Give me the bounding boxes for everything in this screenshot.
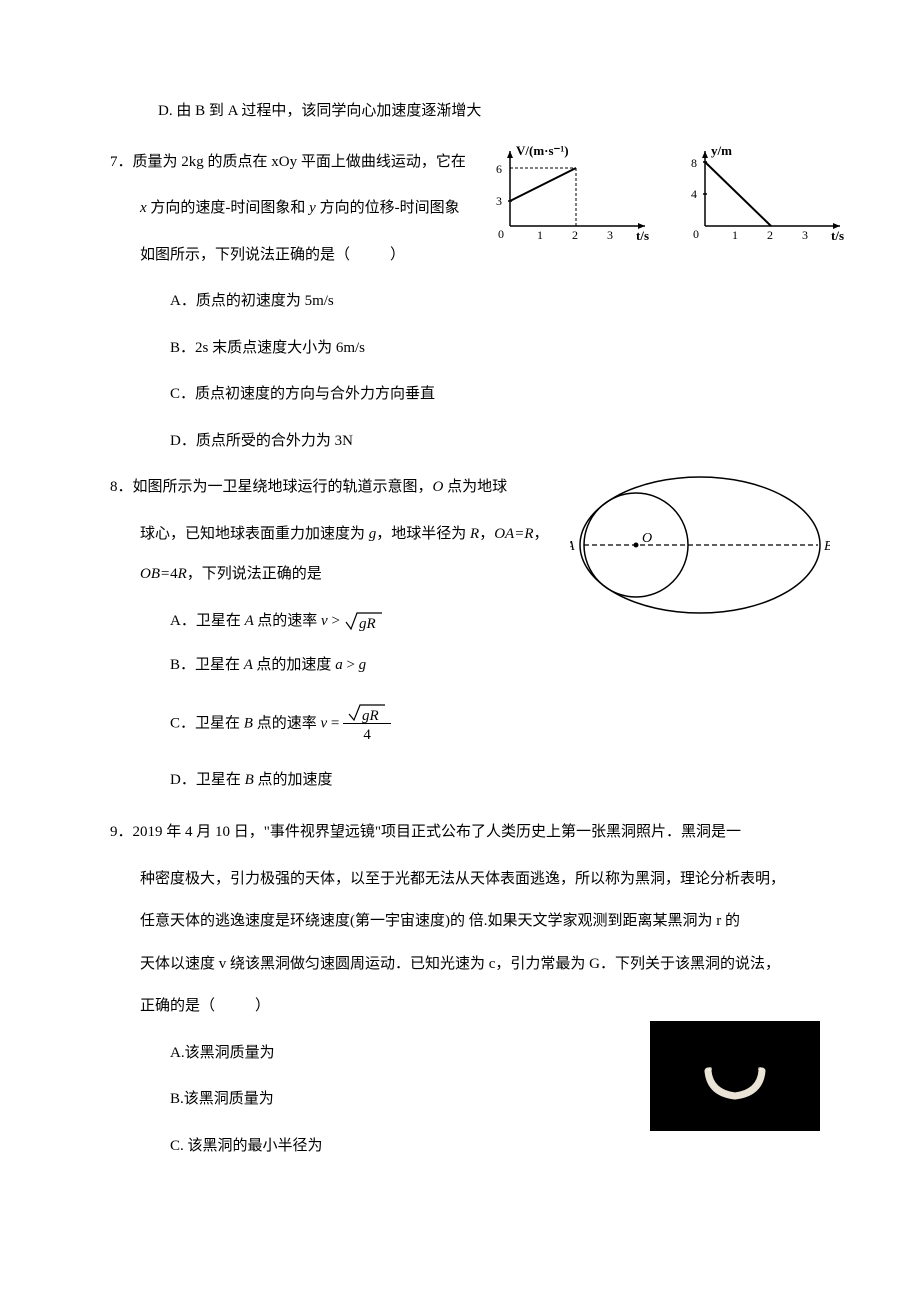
svg-text:t/s: t/s (831, 228, 844, 243)
text: R (178, 566, 187, 582)
svg-text:2: 2 (767, 228, 773, 242)
text: 正确的是（ (140, 998, 215, 1014)
text: R (470, 526, 479, 542)
text: g (359, 657, 367, 673)
q7-option-b: B．2s 末质点速度大小为 6m/s (170, 337, 830, 360)
q7-option-c: C．质点初速度的方向与合外力方向垂直 (170, 383, 830, 406)
text: 球心，已知地球表面重力加速度为 (140, 526, 369, 542)
q8-stem-3: OB=4R，下列说法正确的是 (140, 563, 590, 586)
text: 点的速率 (257, 715, 321, 731)
text: > (331, 613, 343, 629)
q7-graph-v-t: V/(m·s⁻¹) t/s 3 6 0 1 2 3 (490, 141, 655, 246)
svg-text:3: 3 (496, 194, 502, 208)
svg-text:2: 2 (572, 228, 578, 242)
text: 点的加速度 (258, 772, 333, 788)
svg-text:O: O (642, 531, 652, 546)
q8-option-d: D．卫星在 B 点的加速度 (170, 769, 830, 792)
option-text: D. 由 B 到 A 过程中，该同学向心加速度逐渐增大 (158, 103, 481, 119)
q7-stem-3: 如图所示，下列说法正确的是（ ） (140, 244, 530, 267)
text: ， (534, 526, 549, 542)
text: ，下列说法正确的是 (187, 566, 322, 582)
q9-stem-5: 正确的是（ ） (140, 995, 830, 1018)
svg-text:6: 6 (496, 162, 502, 176)
svg-text:0: 0 (498, 227, 504, 241)
svg-text:t/s: t/s (636, 228, 649, 243)
q6-option-d: D. 由 B 到 A 过程中，该同学向心加速度逐渐增大 (158, 100, 830, 123)
text: ） (255, 998, 270, 1014)
question-9: 9．2019 年 4 月 10 日，"事件视界望远镜"项目正式公布了人类历史上第… (110, 821, 830, 1157)
q9-stem-3: 任意天体的逃逸速度是环绕速度(第一宇宙速度)的 倍.如果天文学家观测到距离某黑洞… (140, 910, 830, 933)
svg-text:y/m: y/m (711, 143, 732, 158)
q7-graph-y-t: y/m t/s 4 8 0 1 2 3 (685, 141, 850, 246)
sqrt-icon: gR (344, 610, 384, 632)
text: B (245, 772, 258, 788)
q8-orbit-diagram: O A B (570, 468, 830, 631)
svg-text:gR: gR (362, 708, 379, 723)
q8-option-b: B．卫星在 A 点的加速度 a > g (170, 654, 830, 677)
svg-text:1: 1 (537, 228, 543, 242)
text: ） (390, 247, 405, 263)
text: O (433, 479, 448, 495)
text: B (244, 715, 257, 731)
q9-option-c: C. 该黑洞的最小半径为 (170, 1135, 830, 1158)
text: A (244, 657, 257, 673)
text: x (140, 200, 150, 216)
svg-text:A: A (570, 539, 575, 554)
svg-text:V/(m·s⁻¹): V/(m·s⁻¹) (516, 143, 569, 158)
q8-stem-2: 球心，已知地球表面重力加速度为 g，地球半径为 R，OA=R， (140, 523, 590, 546)
text: B．卫星在 (170, 657, 244, 673)
text: v (321, 613, 331, 629)
question-8: O A B 8．如图所示为一卫星绕地球运行的轨道示意图，O 点为地球 球心，已知… (110, 476, 830, 791)
text: > (346, 657, 358, 673)
svg-text:3: 3 (802, 228, 808, 242)
q9-stem-2: 种密度极大，引力极强的天体，以至于光都无法从天体表面逃逸，所以称为黑洞，理论分析… (140, 868, 830, 891)
svg-text:gR: gR (359, 616, 376, 632)
text: D．卫星在 (170, 772, 245, 788)
q8-stem-1: 8．如图所示为一卫星绕地球运行的轨道示意图，O 点为地球 (110, 476, 590, 499)
text: 点的加速度 (256, 657, 335, 673)
q9-stem-1: 9．2019 年 4 月 10 日，"事件视界望远镜"项目正式公布了人类历史上第… (110, 821, 830, 844)
text: a (335, 657, 346, 673)
text: 4 (170, 566, 178, 582)
text: = (331, 715, 343, 731)
svg-text:4: 4 (691, 187, 697, 201)
text: 点为地球 (447, 479, 507, 495)
text: OB= (140, 566, 170, 582)
blackhole-ring-icon (690, 1041, 780, 1111)
text: 如图所示，下列说法正确的是（ (140, 247, 350, 263)
text: 方向的位移-时间图象 (320, 200, 460, 216)
q7-stem-1: 7．质量为 2kg 的质点在 xOy 平面上做曲线运动，它在 (110, 151, 530, 174)
q9-blackhole-image (650, 1021, 820, 1131)
svg-text:1: 1 (732, 228, 738, 242)
q7-option-d: D．质点所受的合外力为 3N (170, 430, 830, 453)
q7-option-a: A．质点的初速度为 5m/s (170, 290, 830, 313)
text: A．卫星在 (170, 613, 245, 629)
text: ， (479, 526, 494, 542)
text: OA=R (494, 526, 533, 542)
text: y (309, 200, 319, 216)
svg-text:0: 0 (693, 227, 699, 241)
text: v (320, 715, 330, 731)
svg-text:B: B (824, 539, 830, 554)
q7-graphs: V/(m·s⁻¹) t/s 3 6 0 1 2 3 y/m t/s 4 8 0 … (490, 141, 850, 246)
fraction: gR 4 (343, 701, 391, 747)
question-7: V/(m·s⁻¹) t/s 3 6 0 1 2 3 y/m t/s 4 8 0 … (110, 151, 830, 453)
text: ，地球半径为 (376, 526, 470, 542)
svg-text:3: 3 (607, 228, 613, 242)
q9-stem-4: 天体以速度 v 绕该黑洞做匀速圆周运动．已知光速为 c，引力常最为 G．下列关于… (140, 953, 830, 976)
q7-stem-2: x 方向的速度-时间图象和 y 方向的位移-时间图象 (140, 197, 530, 220)
text: C．卫星在 (170, 715, 244, 731)
text: 方向的速度-时间图象和 (150, 200, 309, 216)
text: 8．如图所示为一卫星绕地球运行的轨道示意图， (110, 479, 433, 495)
text: A (245, 613, 258, 629)
text: 点的速率 (257, 613, 321, 629)
denominator: 4 (343, 724, 391, 747)
svg-text:8: 8 (691, 156, 697, 170)
q8-option-c: C．卫星在 B 点的速率 v = gR 4 (170, 701, 830, 747)
sqrt-icon: gR (347, 703, 387, 723)
